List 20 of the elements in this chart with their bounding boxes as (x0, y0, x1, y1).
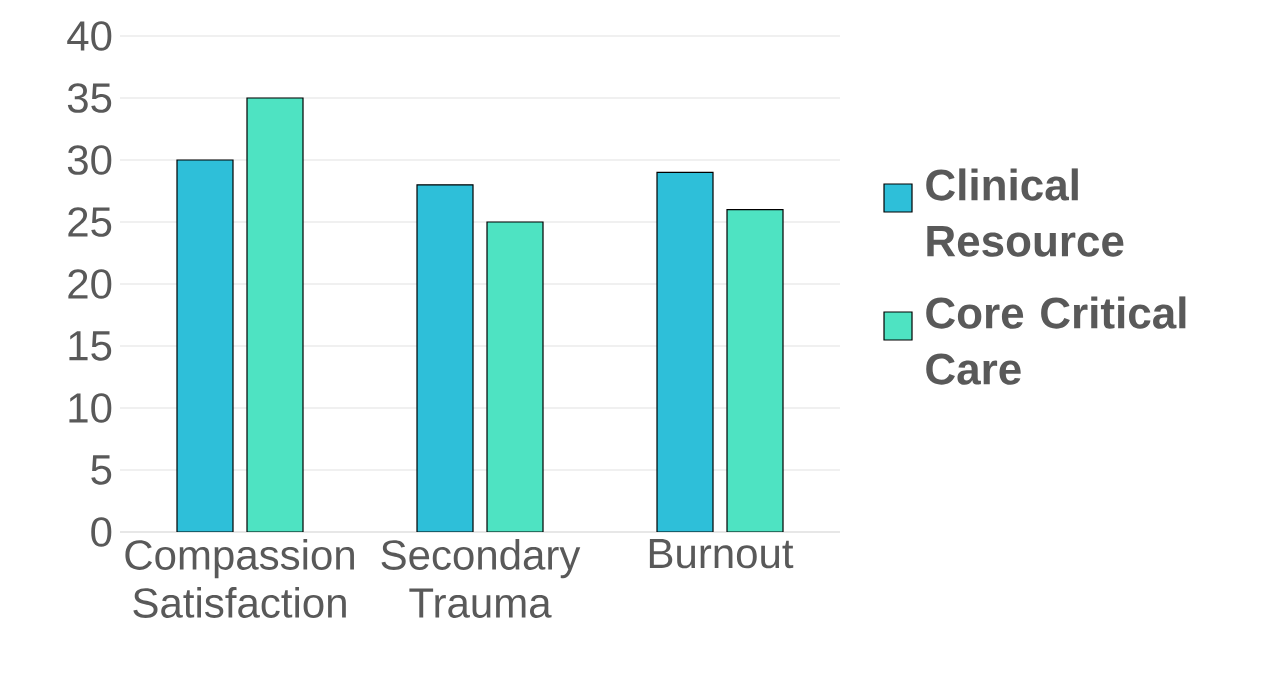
x-tick-label: Secondary Trauma (381, 539, 581, 618)
x-tick-label: Compassion Satisfaction (125, 539, 354, 618)
y-tick-label: 0 (91, 517, 112, 547)
y-tick-label: 5 (91, 455, 112, 485)
y-tick-label: 15 (69, 331, 112, 361)
y-tick-label: 20 (68, 269, 112, 299)
bar (246, 97, 304, 532)
y-tick-label: 30 (67, 145, 112, 175)
bar (176, 159, 234, 532)
y-tick-label: 35 (67, 83, 112, 113)
y-tick-label: 40 (67, 21, 112, 51)
legend-label: Core Critical Care (926, 296, 1186, 385)
bar (656, 171, 714, 532)
y-tick-label: 10 (69, 393, 112, 423)
legend-label: Clinical Resource (926, 168, 1124, 257)
bar (416, 184, 474, 532)
y-tick-label: 25 (68, 207, 112, 237)
bar (486, 221, 544, 532)
bar (726, 209, 784, 532)
x-tick-label: Burnout (649, 539, 794, 569)
